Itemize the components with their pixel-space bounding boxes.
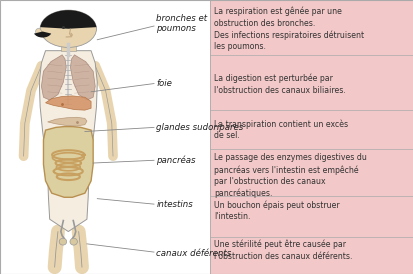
Bar — [61, 44, 76, 51]
Ellipse shape — [36, 28, 41, 35]
Ellipse shape — [70, 238, 77, 245]
Text: bronches et
poumons: bronches et poumons — [156, 14, 207, 33]
Text: foie: foie — [156, 79, 172, 88]
Text: glandes sudoripares: glandes sudoripares — [156, 123, 243, 132]
Text: Un bouchon épais peut obstruer
l'intestin.: Un bouchon épais peut obstruer l'intesti… — [214, 200, 339, 221]
Polygon shape — [43, 127, 93, 197]
Polygon shape — [45, 96, 91, 110]
Wedge shape — [34, 32, 51, 38]
Circle shape — [40, 10, 96, 47]
Bar — [210, 0, 413, 274]
Ellipse shape — [59, 238, 66, 245]
Text: Une stérilité peut être causée par
l'obstruction des canaux déférents.: Une stérilité peut être causée par l'obs… — [214, 240, 352, 261]
Text: Le passage des enzymes digestives du
pancréas vers l'intestin est empêché
par l': Le passage des enzymes digestives du pan… — [214, 153, 366, 198]
Text: intestins: intestins — [156, 200, 193, 209]
Polygon shape — [70, 55, 95, 100]
Text: pancréas: pancréas — [156, 156, 195, 165]
Wedge shape — [40, 10, 96, 29]
Polygon shape — [39, 51, 97, 232]
Text: La digestion est perturbée par
l'obstruction des canaux biliaires.: La digestion est perturbée par l'obstruc… — [214, 74, 346, 95]
Polygon shape — [47, 117, 87, 126]
Text: canaux déférents: canaux déférents — [156, 249, 231, 258]
Text: La transpiration contient un excès
de sel.: La transpiration contient un excès de se… — [214, 119, 348, 140]
Polygon shape — [41, 55, 66, 100]
Text: La respiration est gênée par une
obstruction des bronches.
Des infections respir: La respiration est gênée par une obstruc… — [214, 7, 364, 52]
